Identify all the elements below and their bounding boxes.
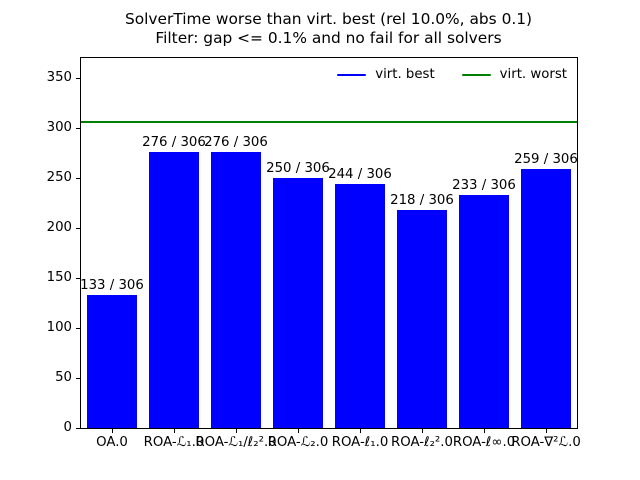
legend-entry-virt-best: virt. best [337,67,435,83]
x-axis-tick-label: OA.0 [96,435,128,450]
y-axis-tick-label: 350 [46,70,72,85]
bar-value-label: 218 / 306 [390,193,454,208]
bar-value-label: 259 / 306 [514,152,578,167]
x-axis-tick-mark [545,429,547,433]
x-axis-tick-mark [483,429,485,433]
y-axis-tick-label: 0 [63,420,72,435]
x-axis-tick-label: ROA-ℓ∞.0 [452,435,516,450]
bar [87,295,137,428]
y-axis-tick-mark [76,377,80,379]
bar [521,169,571,428]
y-axis-tick-mark [76,177,80,179]
y-axis-tick-label: 250 [46,170,72,185]
y-axis-tick-mark [76,77,80,79]
legend-line-virt-best-icon [337,73,367,77]
x-axis-tick-mark [359,429,361,433]
legend-label-virt-best: virt. best [375,67,435,82]
x-axis-tick-mark [173,429,175,433]
bar-value-label: 276 / 306 [204,135,268,150]
y-axis-tick-label: 200 [46,220,72,235]
bar-value-label: 244 / 306 [328,167,392,182]
bar [397,210,447,428]
y-axis-tick-mark [76,327,80,329]
y-axis-tick-mark [76,227,80,229]
y-axis-tick-mark [76,427,80,429]
y-axis-tick-label: 100 [46,320,72,335]
x-axis-tick-label: ROA-ℒ₁.0 [143,435,205,450]
x-axis-tick-mark [235,429,237,433]
y-axis-tick-mark [76,277,80,279]
legend: virt. best virt. worst [337,67,567,83]
bar-value-label: 276 / 306 [142,135,206,150]
x-axis-tick-mark [111,429,113,433]
bar-value-label: 250 / 306 [266,161,330,176]
bar-value-label: 233 / 306 [452,178,516,193]
bar [335,184,385,428]
bar [211,152,261,428]
x-axis-tick-label: ROA-ℒ₂.0 [267,435,329,450]
y-axis-tick-label: 300 [46,120,72,135]
y-axis-tick-label: 50 [55,370,72,385]
bar [459,195,509,428]
bar-value-label: 133 / 306 [80,278,144,293]
bar [149,152,199,428]
plot-area: virt. best virt. worst [80,57,578,429]
chart-title: SolverTime worse than virt. best (rel 10… [80,10,577,48]
x-axis-tick-label: ROA-ℓ₂².0 [391,435,453,450]
legend-line-virt-worst-icon [461,73,491,77]
x-axis-tick-label: ROA-ℓ₁.0 [331,435,389,450]
x-axis-tick-label: ROA-∇²ℒ.0 [511,435,581,450]
y-axis-tick-mark [76,127,80,129]
chart-title-line1: SolverTime worse than virt. best (rel 10… [124,10,533,28]
chart-title-line2: Filter: gap <= 0.1% and no fail for all … [155,29,502,47]
legend-label-virt-worst: virt. worst [499,67,567,82]
x-axis-tick-mark [421,429,423,433]
plot-inner [81,58,577,428]
x-axis-tick-label: ROA-ℒ₁/ℓ₂².0 [195,435,277,450]
virt-worst-line [81,121,577,123]
y-axis-tick-label: 150 [46,270,72,285]
bar [273,178,323,428]
legend-entry-virt-worst: virt. worst [461,67,567,83]
x-axis-tick-mark [297,429,299,433]
